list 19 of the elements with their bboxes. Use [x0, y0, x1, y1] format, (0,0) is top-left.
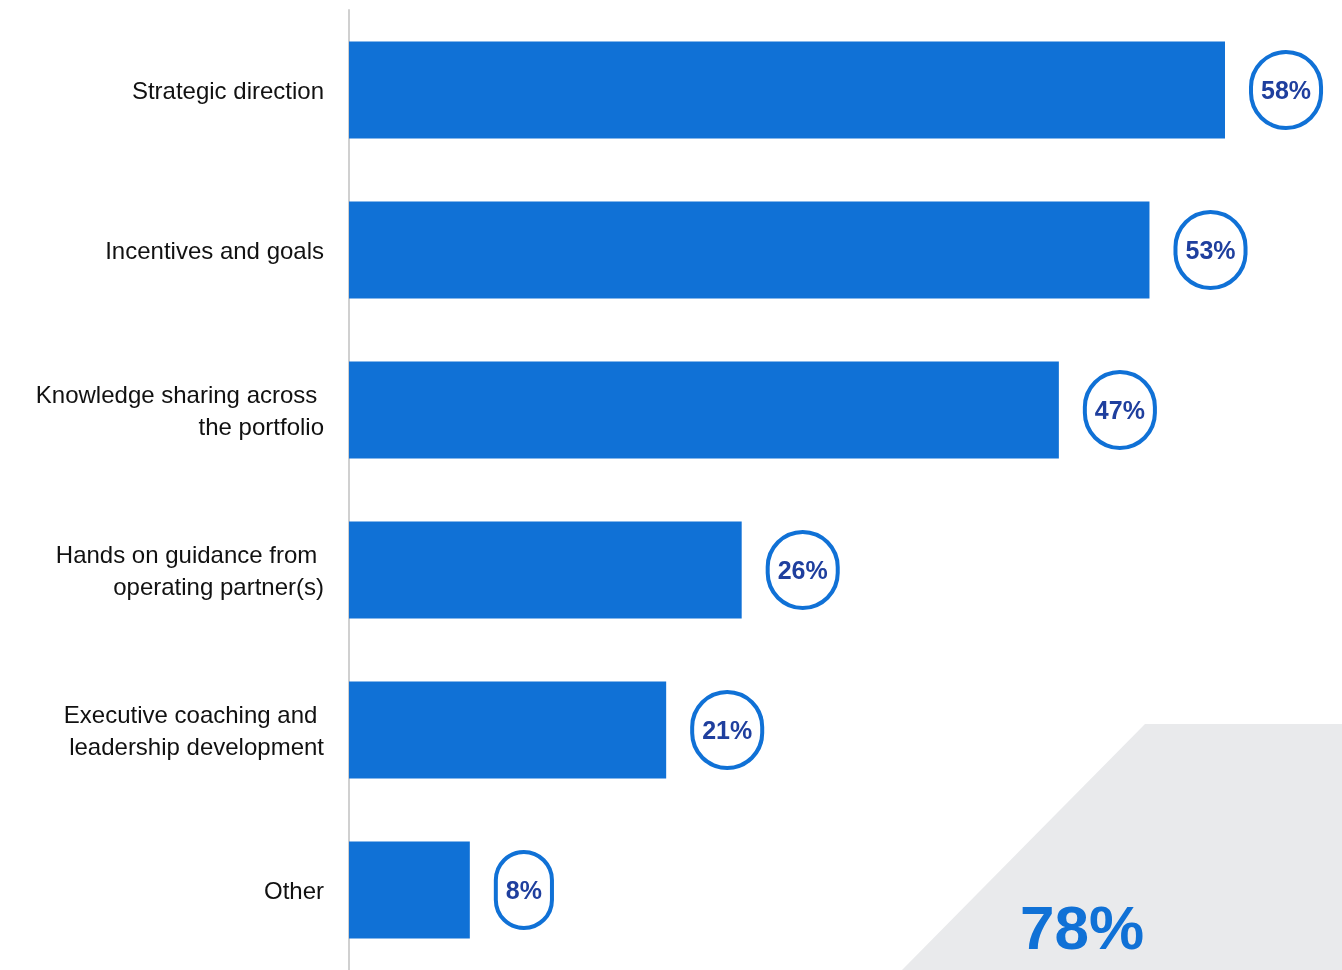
- bar: [349, 41, 1225, 139]
- y-tick-label: Incentives and goals: [105, 236, 324, 264]
- y-tick-label: Other: [263, 876, 324, 904]
- y-tick-label: Knowledge sharing across the portfolio: [35, 380, 324, 440]
- bar: [349, 521, 742, 619]
- bar: [349, 361, 1059, 459]
- data-label: 26%: [777, 556, 828, 584]
- data-label: 47%: [1094, 396, 1145, 424]
- data-label: 58%: [1261, 76, 1312, 104]
- bar: [349, 201, 1150, 299]
- bar: [349, 841, 470, 939]
- data-label: 21%: [702, 716, 753, 744]
- bar: [349, 681, 667, 779]
- data-label: 8%: [505, 876, 542, 904]
- y-tick-label: Strategic direction: [131, 76, 324, 104]
- y-tick-label: Executive coaching and leadership development: [63, 700, 325, 760]
- data-label: 53%: [1185, 236, 1236, 264]
- y-tick-label: Hands on guidance from operating partner(s): [55, 540, 324, 600]
- annotation: 78%: [1020, 893, 1145, 962]
